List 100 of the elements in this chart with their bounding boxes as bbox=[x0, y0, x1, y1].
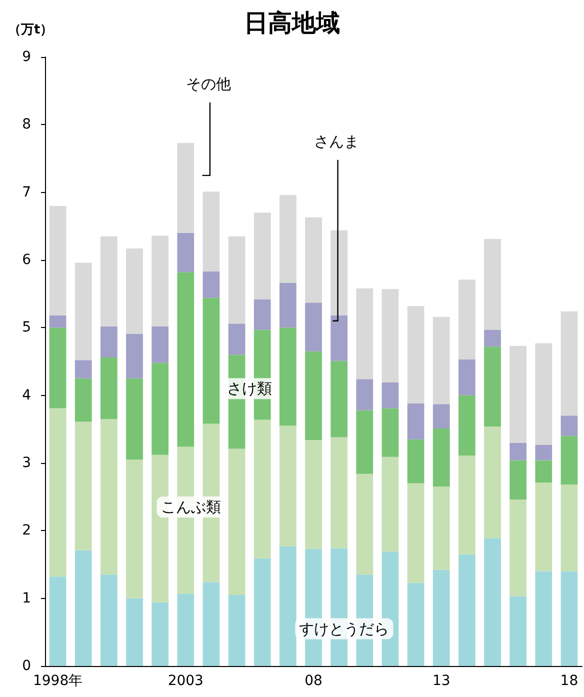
bar bbox=[254, 420, 271, 558]
bar bbox=[177, 232, 194, 272]
bar bbox=[330, 437, 348, 548]
bar bbox=[356, 474, 374, 575]
bar bbox=[152, 602, 169, 666]
bar bbox=[484, 426, 501, 538]
bar bbox=[126, 334, 143, 378]
bar bbox=[560, 436, 578, 485]
y-axis-title: （万t） bbox=[8, 22, 54, 38]
bar bbox=[484, 239, 501, 330]
y-tick-label: 0 bbox=[22, 658, 31, 674]
y-tick-label: 1 bbox=[22, 590, 31, 606]
text: さんま bbox=[314, 132, 360, 151]
bar bbox=[356, 379, 374, 410]
bar bbox=[305, 351, 322, 440]
x-tick-label: 1998年 bbox=[32, 673, 83, 689]
bar bbox=[407, 483, 424, 583]
bar bbox=[279, 283, 296, 328]
bar bbox=[382, 456, 399, 552]
bar bbox=[458, 280, 476, 360]
bar bbox=[407, 439, 424, 484]
bar bbox=[458, 359, 476, 396]
series-label: さけ類 bbox=[227, 380, 272, 398]
bar bbox=[49, 328, 66, 408]
y-tick-label: 5 bbox=[22, 320, 31, 336]
bar bbox=[152, 326, 169, 363]
x-tick-label: 2003 bbox=[168, 673, 204, 689]
bar bbox=[228, 594, 246, 666]
bar bbox=[432, 486, 450, 570]
bar bbox=[432, 570, 450, 666]
x-tick-label: 08 bbox=[304, 673, 322, 689]
bar bbox=[254, 212, 271, 300]
bar bbox=[356, 288, 374, 380]
bar bbox=[49, 315, 66, 328]
bar bbox=[535, 482, 552, 572]
bar bbox=[510, 596, 527, 666]
chart-title: 日高地域 bbox=[244, 9, 340, 37]
series-label: すけとうだら bbox=[299, 620, 390, 638]
bar bbox=[535, 460, 552, 483]
bar bbox=[279, 546, 296, 666]
bar bbox=[126, 460, 143, 598]
bar bbox=[356, 410, 374, 474]
bar bbox=[100, 419, 118, 575]
bar bbox=[407, 582, 424, 666]
bar bbox=[177, 272, 194, 447]
bar bbox=[202, 272, 220, 298]
bar bbox=[407, 306, 424, 404]
bar bbox=[330, 315, 348, 361]
bar bbox=[484, 538, 501, 666]
bar bbox=[382, 408, 399, 457]
bar bbox=[510, 346, 527, 443]
bar bbox=[126, 248, 143, 334]
bar bbox=[279, 195, 296, 284]
bar bbox=[254, 558, 271, 666]
y-tick-label: 7 bbox=[22, 184, 31, 200]
y-tick-label: 4 bbox=[22, 387, 32, 404]
bar bbox=[510, 442, 527, 460]
bar bbox=[535, 571, 552, 666]
bar bbox=[152, 362, 169, 455]
bar bbox=[458, 395, 476, 456]
bar bbox=[535, 444, 552, 460]
bar bbox=[407, 403, 424, 440]
bar bbox=[126, 598, 143, 666]
bar bbox=[560, 571, 578, 666]
bar bbox=[458, 456, 476, 554]
bar bbox=[535, 343, 552, 445]
x-tick-label: 13 bbox=[432, 673, 450, 689]
bar bbox=[330, 360, 348, 438]
y-tick-label: 6 bbox=[22, 252, 32, 268]
bar bbox=[432, 316, 450, 404]
bar bbox=[100, 326, 118, 358]
bar bbox=[560, 311, 578, 416]
bar bbox=[177, 594, 194, 666]
bar bbox=[202, 192, 220, 272]
bar bbox=[254, 299, 271, 330]
bar bbox=[382, 382, 399, 408]
bar bbox=[279, 328, 296, 426]
x-tick-label: 18 bbox=[560, 673, 578, 689]
bar bbox=[228, 324, 246, 355]
bar bbox=[484, 330, 501, 347]
y-tick-label: 9 bbox=[22, 49, 31, 65]
bar bbox=[228, 448, 246, 595]
bar bbox=[510, 460, 527, 500]
bar bbox=[305, 217, 322, 303]
bar bbox=[279, 426, 296, 546]
bar bbox=[74, 360, 92, 378]
bar bbox=[560, 484, 578, 572]
bar bbox=[100, 357, 118, 420]
bar bbox=[228, 236, 246, 324]
bar bbox=[432, 428, 450, 487]
bar bbox=[152, 236, 169, 326]
bar bbox=[202, 582, 220, 666]
y-tick-label: 2 bbox=[22, 522, 31, 539]
series-label: こんぶ類 bbox=[160, 498, 221, 516]
bar bbox=[330, 230, 348, 316]
bar bbox=[484, 346, 501, 426]
bar bbox=[100, 236, 118, 326]
bar bbox=[305, 440, 322, 549]
bar bbox=[74, 550, 92, 666]
bar bbox=[74, 422, 92, 550]
